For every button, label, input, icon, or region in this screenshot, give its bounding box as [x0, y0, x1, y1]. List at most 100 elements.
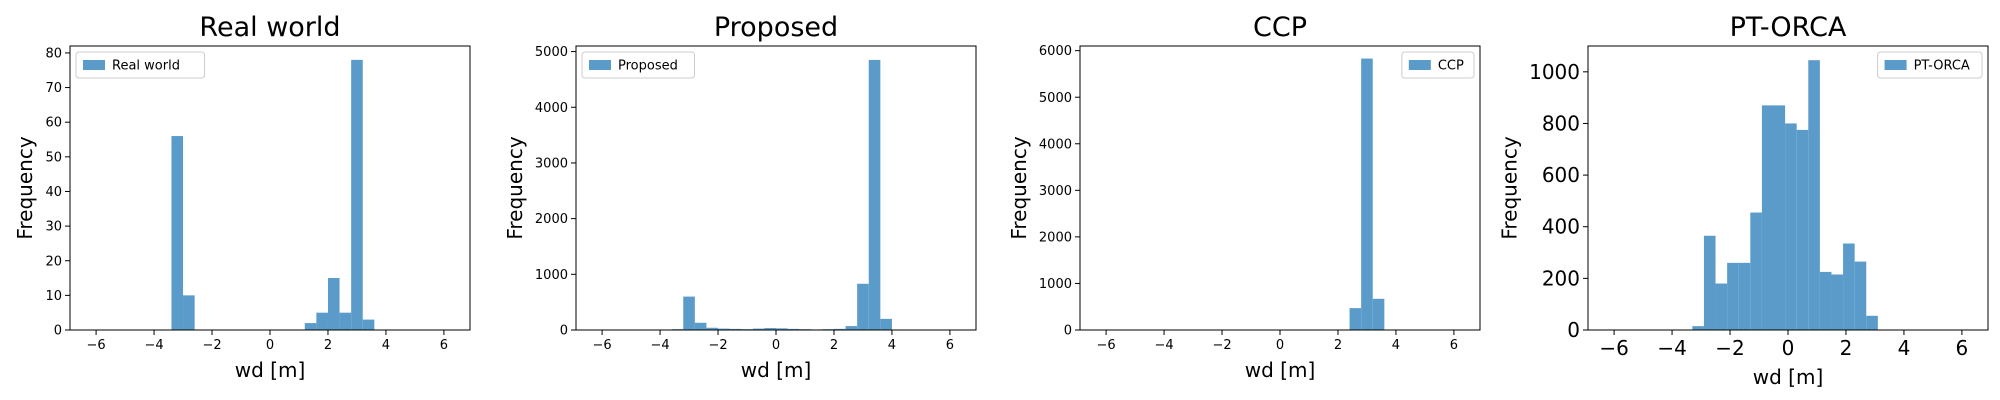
chart-title: PT-ORCA [1730, 12, 1847, 43]
y-tick-label: 0 [54, 324, 62, 339]
histogram-bar [718, 328, 730, 330]
x-tick-label: 4 [888, 338, 896, 353]
histogram-bar [183, 295, 195, 330]
x-axis-label: wd [m] [741, 358, 812, 382]
y-tick-label: 5000 [1039, 91, 1072, 106]
histogram-bar [1761, 105, 1774, 330]
histogram-bar [764, 328, 776, 330]
y-tick-label: 1000 [1529, 60, 1580, 84]
x-tick-label: −4 [1154, 338, 1173, 353]
y-tick-label: 0 [1064, 324, 1072, 339]
y-tick-label: 3000 [535, 156, 568, 171]
y-axis-label: Frequency [503, 136, 527, 239]
histogram-bar [1854, 261, 1867, 330]
x-axis-label: wd [m] [1753, 365, 1824, 389]
histogram-bar [1692, 326, 1704, 330]
histogram-bar [1715, 283, 1728, 330]
histogram-bar [1361, 58, 1373, 330]
histogram-bar [1819, 271, 1832, 330]
y-tick-label: 20 [45, 254, 62, 269]
y-tick-label: 30 [45, 220, 62, 235]
histogram-bar [694, 322, 707, 330]
panel-2: −6 −4 −2 0 2 4 6 0 1000 2000 3000 4000 5000 Proposed w… [503, 12, 977, 382]
chart-title: Proposed [714, 12, 838, 43]
x-tick-label: 2 [830, 338, 838, 353]
x-tick-label: 0 [1782, 336, 1795, 360]
y-tick-label: 2000 [535, 212, 568, 227]
y-tick-label: 6000 [1039, 44, 1072, 59]
y-axis-label: Frequency [1497, 136, 1521, 239]
legend-box [1401, 51, 1475, 79]
legend-label: CCP [1438, 59, 1464, 74]
histogram-bar [316, 312, 328, 330]
chart-title: CCP [1253, 12, 1307, 43]
histogram-bar [1372, 298, 1385, 330]
y-axis-label: Frequency [1007, 136, 1031, 239]
y-tick-label: 600 [1542, 163, 1580, 187]
histogram-bar [752, 328, 765, 330]
legend-label: Real world [112, 59, 180, 74]
y-tick-label: 50 [45, 150, 62, 165]
x-tick-label: 2 [324, 338, 332, 353]
x-tick-label: −2 [202, 338, 221, 353]
x-tick-label: −6 [593, 338, 612, 353]
y-tick-label: 60 [45, 116, 62, 131]
x-tick-label: 0 [266, 338, 274, 353]
x-tick-label: 4 [382, 338, 390, 353]
histogram-bar [776, 328, 788, 330]
histogram-bar [304, 323, 317, 330]
histogram-bar [845, 326, 858, 330]
y-tick-label: 0 [560, 324, 568, 339]
x-tick-label: −6 [87, 338, 106, 353]
histogram-bar [683, 296, 695, 330]
x-tick-label: −4 [1657, 336, 1686, 360]
x-tick-label: 6 [946, 338, 954, 353]
y-tick-label: 3000 [1039, 184, 1072, 199]
y-tick-label: 1000 [535, 268, 568, 283]
histogram-bar [1349, 308, 1362, 330]
legend-label: PT-ORCA [1914, 59, 1970, 74]
histogram-bar [880, 318, 892, 330]
x-tick-label: −4 [650, 338, 669, 353]
axes-frame [69, 45, 471, 331]
y-tick-label: 40 [45, 185, 62, 200]
histogram-bar [1785, 123, 1797, 330]
y-tick-label: 1000 [1039, 277, 1072, 292]
x-tick-label: 6 [440, 338, 448, 353]
histogram-bar [1727, 262, 1739, 330]
y-tick-label: 2000 [1039, 230, 1072, 245]
histogram-bar [171, 136, 184, 330]
histogram-bar [1831, 274, 1844, 330]
x-tick-label: 4 [1392, 338, 1400, 353]
x-tick-label: −6 [1599, 336, 1628, 360]
y-tick-label: 4000 [1039, 137, 1072, 152]
x-tick-label: 6 [1956, 336, 1969, 360]
histogram-bar [1773, 105, 1786, 330]
legend-box [1877, 51, 1983, 79]
histogram-bar [1750, 212, 1762, 330]
legend-box [581, 51, 695, 79]
axes-frame [1079, 45, 1481, 331]
histogram-bar [1796, 129, 1809, 330]
histogram-bar [787, 328, 800, 330]
legend-swatch [1884, 60, 1907, 70]
histogram-bar [1843, 243, 1855, 330]
y-tick-label: 200 [1542, 266, 1580, 290]
histogram-bar [1703, 235, 1716, 330]
legend-swatch [83, 60, 105, 70]
panel-4: −6 −4 −2 0 2 4 6 0 200 400 600 800 1000 PT-ORCA wd [m]… [1497, 12, 1989, 389]
histogram-bar [327, 278, 340, 330]
legend-box [75, 51, 206, 79]
histogram-bar [833, 328, 846, 330]
legend-swatch [1408, 60, 1431, 70]
y-tick-label: 70 [45, 81, 62, 96]
x-tick-label: −2 [1212, 338, 1231, 353]
x-tick-label: −2 [708, 338, 727, 353]
x-tick-label: 0 [1276, 338, 1284, 353]
x-tick-label: 0 [772, 338, 780, 353]
y-tick-label: 80 [45, 46, 62, 61]
y-axis-label: Frequency [13, 136, 37, 239]
x-tick-label: 2 [1334, 338, 1342, 353]
histogram-bar [362, 319, 375, 330]
